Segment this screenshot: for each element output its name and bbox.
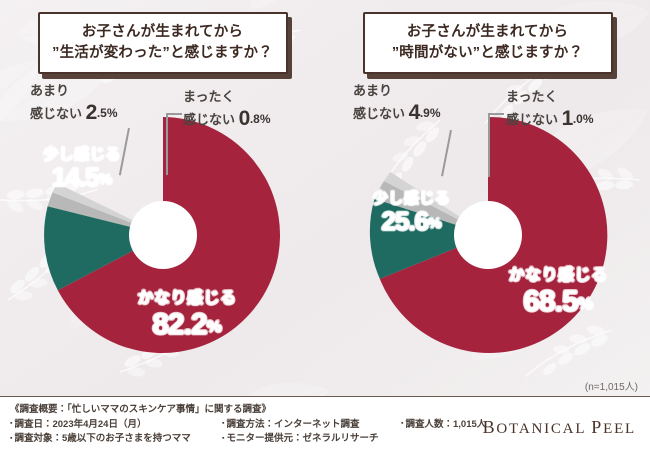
chart-title-line1-right: お子さんが生まれてから — [406, 24, 569, 40]
slice-label-kanari-left: かなり感じる 82.2% — [117, 290, 257, 341]
survey-date: 調査日：2023年4月24日（月） — [10, 418, 208, 432]
slice-label-kanari-title-left: かなり感じる — [137, 290, 237, 307]
chart-title-box-right: お子さんが生まれてから ”時間がない”と感じますか？ — [362, 12, 613, 75]
callout-mattaku-decimal-right: .0 — [572, 112, 583, 127]
callout-mattaku-left: まったく 感じない 0.8% — [183, 88, 271, 133]
slice-label-kanari-title-right: かなり感じる — [508, 267, 608, 284]
chart-title-box-left: お子さんが生まれてから ”生活が変わった”と感じますか？ — [37, 12, 288, 75]
callout-amari-unit-right: % — [429, 106, 441, 121]
slice-label-sukoshi-title-left: 少し感じる — [43, 146, 121, 163]
slice-label-kanari-number-left: 82.2% — [152, 307, 222, 341]
leader-line-mattaku-elbow-left — [166, 113, 182, 115]
leader-line-mattaku-left — [166, 113, 168, 175]
callout-amari-line2-left: 感じない — [30, 106, 83, 122]
callout-mattaku-line1-right: まったく — [506, 89, 558, 104]
callout-amari-value-right: 4 — [408, 101, 421, 125]
chart-panel-life-changed: お子さんが生まれてから ”生活が変わった”と感じますか？ あま — [0, 0, 325, 380]
slice-label-kanari-right: かなり感じる 68.5% — [483, 267, 633, 318]
callout-amari-value-left: 2 — [85, 101, 98, 125]
donut-hole-left — [128, 201, 197, 269]
survey-monitor-provider: モニター提供元：ゼネラルリサーチ — [222, 432, 387, 446]
survey-target: 調査対象：5歳以下のお子さまを持つママ — [10, 432, 208, 446]
sample-size-note: (n=1,015人) — [584, 382, 638, 393]
leader-line-mattaku-elbow-right — [488, 113, 504, 115]
callout-amari-line1-left: あまり — [30, 83, 70, 98]
survey-overview-heading: 《調査概要：「忙しいママのスキンケア事情」に関する調査》 — [10, 404, 271, 415]
survey-detail-column-1: 調査日：2023年4月24日（月） 調査対象：5歳以下のお子さまを持つママ — [10, 418, 208, 447]
callout-amari-line2-right: 感じない — [353, 106, 406, 122]
callout-amari-decimal-right: .9 — [419, 106, 430, 121]
survey-detail-column-2: 調査方法：インターネット調査 モニター提供元：ゼネラルリサーチ — [222, 418, 387, 447]
callout-amari-decimal-left: .5 — [96, 106, 107, 121]
chart-title-line1-left: お子さんが生まれてから — [81, 24, 244, 40]
slice-label-sukoshi-left: 少し感じる 14.5% — [22, 147, 142, 191]
callout-mattaku-value-right: 1 — [561, 107, 574, 131]
slice-label-sukoshi-number-right: 25.6% — [381, 205, 442, 236]
callout-mattaku-right: まったく 感じない 1.0% — [506, 88, 594, 133]
callout-mattaku-unit-left: % — [259, 112, 271, 127]
brand-logo: BOTANICAL PEEL — [482, 417, 636, 437]
chart-title-line2-left: ”生活が変わった”と感じますか？ — [52, 44, 273, 61]
callout-mattaku-line2-right: 感じない — [506, 112, 559, 128]
slice-label-sukoshi-title-right: 少し感じる — [372, 190, 451, 207]
slice-label-sukoshi-number-left: 14.5% — [52, 161, 112, 192]
chart-title-line2-right: ”時間がない”と感じますか？ — [391, 44, 584, 61]
callout-amari-right: あまり 感じない 4.9% — [353, 82, 441, 127]
callout-mattaku-value-left: 0 — [238, 107, 251, 131]
callout-mattaku-line1-left: まったく — [183, 89, 235, 104]
leader-line-mattaku-right — [488, 113, 490, 177]
survey-method: 調査方法：インターネット調査 — [222, 418, 387, 432]
callout-mattaku-decimal-left: .8 — [249, 112, 260, 127]
callout-mattaku-line2-left: 感じない — [183, 112, 236, 128]
chart-panel-no-time: お子さんが生まれてから ”時間がない”と感じますか？ あまり 感じない 4.9% — [325, 0, 650, 380]
slice-label-kanari-number-right: 68.5% — [523, 284, 593, 318]
callout-amari-left: あまり 感じない 2.5% — [30, 82, 118, 127]
callout-amari-line1-right: あまり — [353, 83, 393, 98]
callout-amari-unit-left: % — [106, 106, 118, 121]
survey-footer: 《調査概要：「忙しいママのスキンケア事情」に関する調査》 調査日：2023年4月… — [0, 396, 650, 450]
slice-label-sukoshi-right: 少し感じる 25.6% — [349, 191, 474, 235]
callout-mattaku-unit-right: % — [582, 112, 594, 127]
